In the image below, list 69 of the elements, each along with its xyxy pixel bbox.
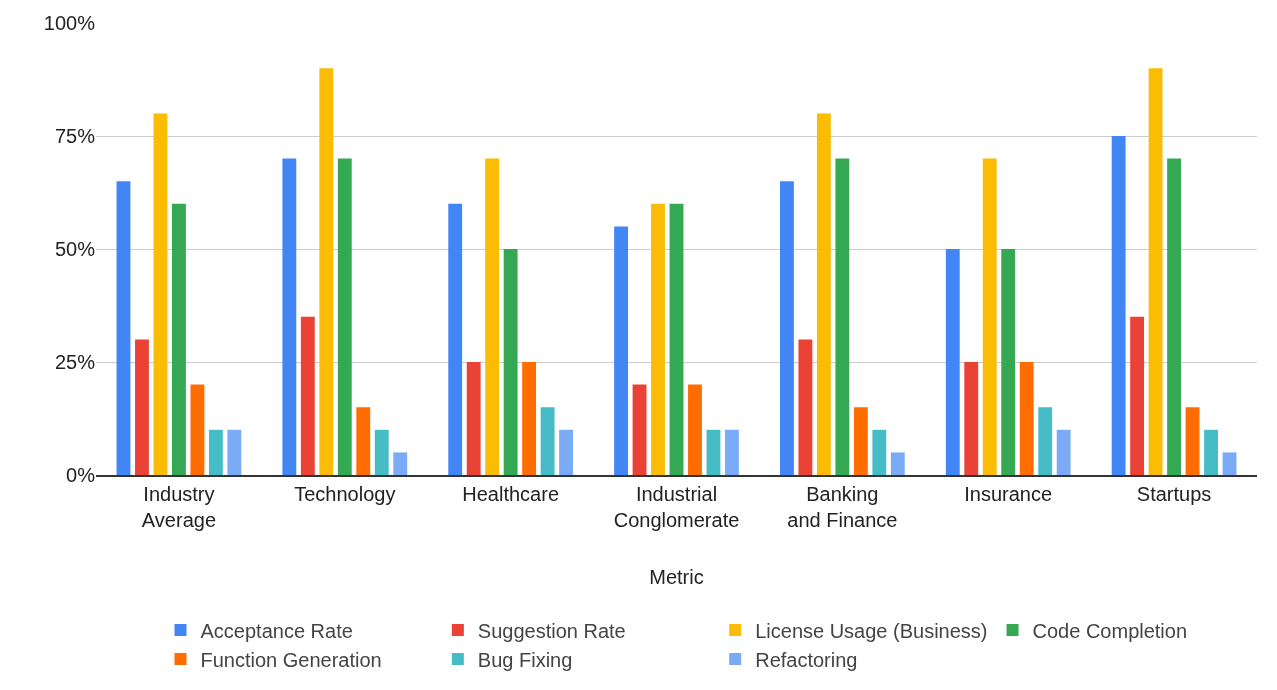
bar	[872, 429, 887, 475]
bar	[172, 203, 186, 475]
bar	[356, 407, 371, 475]
x-tick-label: Industry Average	[141, 482, 216, 531]
bar	[1148, 68, 1163, 475]
bar	[632, 384, 647, 475]
bar	[282, 158, 297, 475]
bar	[1167, 158, 1181, 475]
bar	[1222, 452, 1237, 475]
bar	[779, 181, 794, 475]
legend-label: Refactoring	[755, 648, 858, 671]
bar	[337, 158, 352, 475]
bar	[227, 429, 242, 475]
bar	[190, 384, 205, 475]
bar	[135, 339, 149, 475]
bar	[116, 181, 131, 475]
bar	[319, 68, 334, 475]
bar	[890, 452, 905, 475]
bar	[1038, 407, 1053, 475]
x-tick-label: Healthcare	[462, 482, 559, 505]
legend-label: Code Completion	[1032, 619, 1188, 642]
bar	[1056, 429, 1071, 475]
y-tick-label: 75%	[54, 125, 96, 147]
bar	[153, 113, 168, 475]
y-tick-label: 0%	[66, 464, 96, 486]
legend-label: Acceptance Rate	[200, 619, 353, 642]
y-tick-label: 50%	[54, 238, 96, 260]
bar	[982, 158, 997, 475]
x-tick-label: Banking and Finance	[787, 482, 898, 531]
bar	[1001, 249, 1016, 475]
bar	[540, 407, 555, 475]
legend-label: License Usage (Business)	[755, 619, 988, 642]
bar	[1130, 316, 1145, 475]
bar	[522, 362, 537, 475]
bar	[503, 249, 518, 475]
bar	[706, 429, 721, 475]
legend-label: Suggestion Rate	[477, 619, 626, 642]
y-tick-label: 25%	[54, 351, 96, 373]
bar	[393, 452, 408, 475]
bar	[725, 429, 739, 475]
y-tick-label: 100%	[43, 12, 96, 34]
bar	[485, 158, 500, 475]
x-tick-label: Startups	[1136, 482, 1212, 505]
bar	[853, 407, 868, 475]
bar	[688, 384, 702, 475]
bar	[559, 429, 574, 475]
x-axis-title: Metric	[649, 565, 704, 588]
legend-label: Function Generation	[200, 648, 382, 671]
bar	[798, 339, 813, 475]
x-tick-label: Industrial Conglomerate	[613, 482, 740, 531]
bar	[448, 203, 463, 475]
bar	[651, 203, 665, 475]
bar	[835, 158, 850, 475]
bar	[1019, 362, 1034, 475]
x-tick-label: Technology	[294, 482, 396, 505]
bar	[964, 362, 979, 475]
bar	[208, 429, 223, 475]
bar	[300, 316, 315, 475]
bar	[374, 429, 389, 475]
bar	[614, 226, 628, 475]
bar	[816, 113, 831, 475]
bar	[945, 249, 960, 475]
legend-label: Bug Fixing	[477, 648, 573, 671]
x-tick-label: Insurance	[964, 482, 1053, 505]
bar	[1185, 407, 1200, 475]
bar	[1111, 136, 1126, 475]
bar	[466, 362, 481, 475]
bar	[669, 203, 684, 475]
bar	[1204, 429, 1218, 475]
